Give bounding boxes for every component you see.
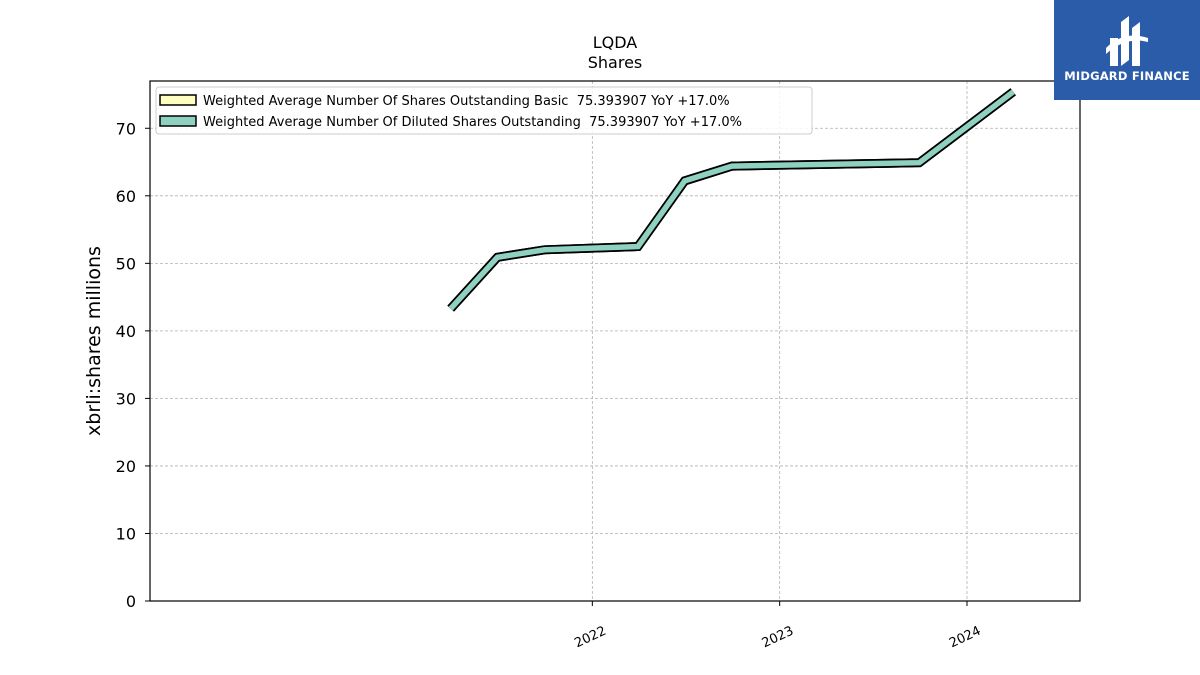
legend-frame xyxy=(155,86,813,135)
x-tick-label: 2024 xyxy=(947,624,983,652)
logo-mark-icon xyxy=(1106,16,1148,66)
y-tick-label: 20 xyxy=(116,457,136,476)
y-tick-label: 50 xyxy=(116,254,136,273)
legend-label-diluted: Weighted Average Number Of Diluted Share… xyxy=(203,115,742,130)
legend: Weighted Average Number Of Shares Outsta… xyxy=(155,86,813,135)
chart-title: LQDA xyxy=(593,33,638,52)
legend-swatch-basic xyxy=(159,94,197,106)
series-line-1 xyxy=(448,89,1015,311)
y-tick-label: 40 xyxy=(116,322,136,341)
brand-logo: MIDGARD FINANCE xyxy=(1054,0,1200,100)
chart-subtitle: Shares xyxy=(588,53,643,72)
x-axis: 2022 2023 2024 xyxy=(572,601,983,651)
x-tick-label: 2023 xyxy=(760,624,796,652)
x-tick-label: 2022 xyxy=(572,624,608,652)
y-axis: 0 10 20 30 40 50 60 70 xyxy=(116,119,150,611)
y-axis-label: xbrli:shares millions xyxy=(83,246,105,436)
legend-swatch-diluted xyxy=(159,115,197,127)
plot-frame xyxy=(149,80,1081,602)
y-tick-label: 70 xyxy=(116,119,136,138)
y-tick-label: 30 xyxy=(116,389,136,408)
series-lines xyxy=(447,88,1016,312)
logo-text: MIDGARD FINANCE xyxy=(1064,69,1190,83)
y-tick-label: 0 xyxy=(126,592,136,611)
y-tick-label: 60 xyxy=(116,187,136,206)
grid xyxy=(150,81,1080,601)
y-tick-label: 10 xyxy=(116,524,136,543)
legend-label-basic: Weighted Average Number Of Shares Outsta… xyxy=(203,94,730,109)
